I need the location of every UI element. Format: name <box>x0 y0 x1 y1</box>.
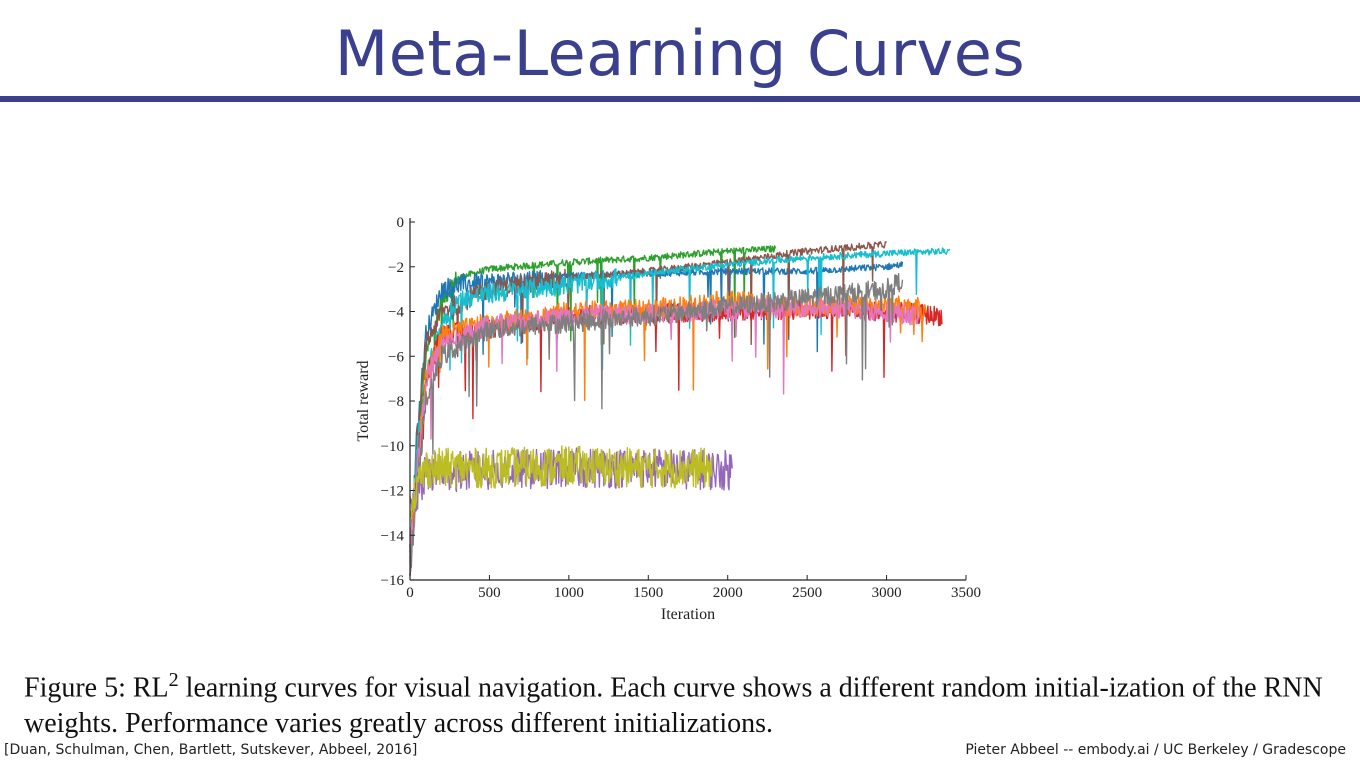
caption-superscript: 2 <box>168 669 179 691</box>
y-tick-label: −16 <box>381 573 405 589</box>
caption-text: learning curves for visual navigation. E… <box>24 672 1323 740</box>
y-tick-label: −8 <box>388 394 404 410</box>
x-tick-label: 1500 <box>633 585 663 601</box>
series-line-1 <box>409 245 777 568</box>
series-line-10 <box>409 445 713 519</box>
y-tick-label: −10 <box>381 439 404 455</box>
y-axis-label: Total reward <box>355 360 372 441</box>
x-axis-label: Iteration <box>661 606 715 623</box>
y-tick-label: −4 <box>388 305 404 321</box>
series-layer <box>409 240 951 576</box>
x-tick-label: 3500 <box>951 585 981 601</box>
y-tick-label: −12 <box>381 484 404 500</box>
y-tick-label: 0 <box>397 215 405 231</box>
title-divider <box>0 96 1360 102</box>
x-tick-label: 2000 <box>713 585 743 601</box>
citation: [Duan, Schulman, Chen, Bartlett, Sutskev… <box>4 742 418 758</box>
axes-layer: 0 500 1000 1500 2000 2500 3000 3500 0 −2 −4 −6 −8 −10… <box>381 215 981 601</box>
slide-title: Meta-Learning Curves <box>334 17 1026 90</box>
y-tick-label: −6 <box>388 349 404 365</box>
x-tick-label: 3000 <box>872 585 902 601</box>
series-line-8 <box>409 273 904 573</box>
x-tick-label: 0 <box>406 585 414 601</box>
x-tick-label: 500 <box>478 585 501 601</box>
x-tick-label: 2500 <box>792 585 822 601</box>
x-tick-label: 1000 <box>554 585 584 601</box>
y-tick-label: −2 <box>388 260 404 276</box>
figure-caption: Figure 5: RL2 learning curves for visual… <box>24 662 1334 742</box>
y-tick-label: −14 <box>381 528 405 544</box>
learning-curves-chart: 0 500 1000 1500 2000 2500 3000 3500 0 −2 −4 −6 −8 −10… <box>355 215 981 623</box>
author-credit: Pieter Abbeel -- embody.ai / UC Berkeley… <box>965 742 1346 758</box>
series-line-4 <box>409 247 951 563</box>
caption-prefix: Figure 5: RL <box>24 672 169 704</box>
